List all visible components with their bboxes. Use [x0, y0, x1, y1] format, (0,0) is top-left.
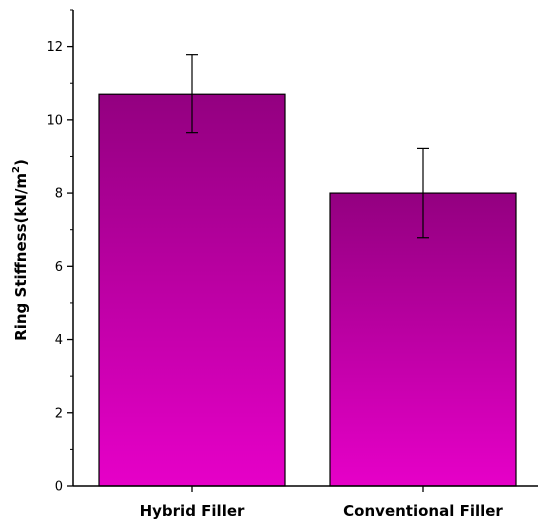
bar-conventional-filler	[329, 192, 517, 487]
y-tick-label: 0	[55, 480, 63, 495]
y-axis-title-base: Ring Stiffness(kN/m	[12, 173, 30, 341]
error-bars-layer	[186, 54, 429, 239]
error-bar-hybrid-filler	[186, 54, 198, 134]
y-tick-label: 12	[46, 40, 63, 55]
x-tick-label: Conventional Filler	[343, 502, 503, 520]
y-tick-label: 10	[46, 113, 63, 128]
y-tick-label: 6	[55, 260, 63, 275]
axes-layer	[67, 9, 538, 492]
y-tick-label: 4	[55, 333, 63, 348]
y-axis-title-close: )	[12, 159, 30, 166]
y-tick-label: 8	[55, 187, 63, 202]
y-axis-title-superscript: 2	[11, 166, 22, 173]
y-tick-label: 2	[55, 406, 63, 421]
labels-layer: 0 2 4 6 8 10 12 Hybrid Filler Conventional Fille…	[11, 40, 503, 520]
error-bar-conventional-filler	[417, 147, 429, 239]
bar-hybrid-filler	[98, 93, 286, 487]
bars-layer	[98, 93, 517, 487]
x-tick-label: Hybrid Filler	[140, 502, 245, 520]
y-axis-title: Ring Stiffness(kN/m2)	[11, 159, 30, 341]
